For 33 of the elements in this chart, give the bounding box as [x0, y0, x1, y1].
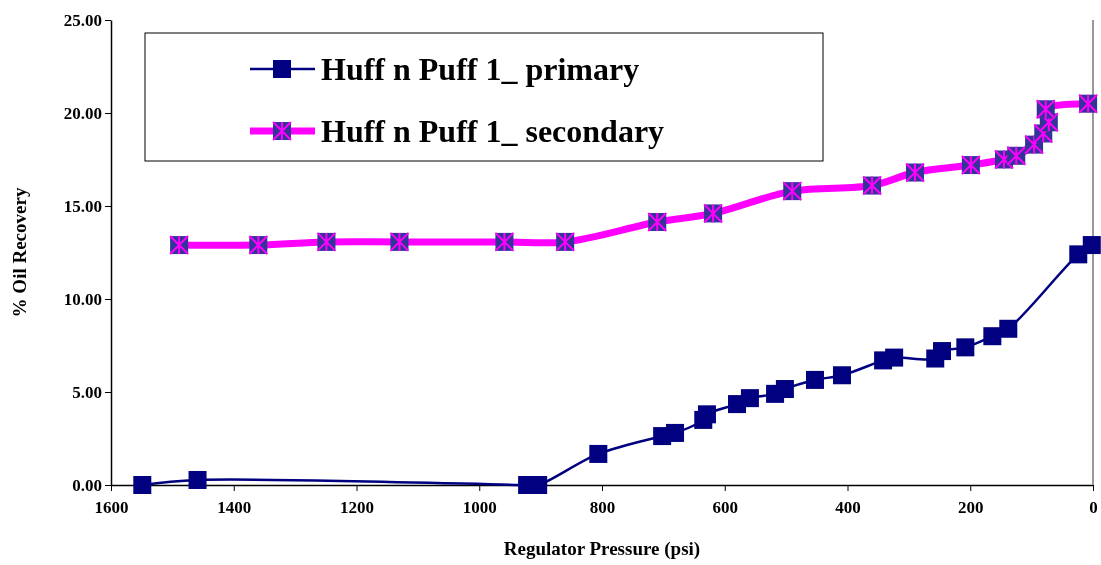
x-tick-label: 200	[958, 497, 984, 517]
y-tick-label: 5.00	[72, 382, 102, 402]
x-axis-title: Regulator Pressure (psi)	[503, 538, 701, 560]
point	[805, 370, 824, 389]
x-tick-label: 800	[589, 497, 616, 517]
point	[832, 366, 851, 385]
point	[740, 389, 759, 408]
legend-label: Huff n Puff 1_ secondary	[321, 113, 665, 149]
y-axis-title: % Oil Recovery	[9, 187, 30, 318]
x-tick-label: 400	[835, 497, 861, 517]
point	[133, 476, 152, 494]
point	[188, 470, 207, 489]
y-tick-label: 15.00	[63, 196, 102, 216]
point	[999, 319, 1018, 338]
y-tick-label: 20.00	[63, 103, 102, 123]
x-tick-label: 600	[712, 497, 738, 517]
legend-label: Huff n Puff 1_ primary	[321, 51, 640, 87]
x-tick-label: 1200	[340, 497, 374, 517]
point	[956, 338, 975, 357]
x-tick-label: 1400	[217, 497, 252, 517]
point	[885, 348, 904, 367]
y-tick-label: 0.00	[72, 475, 102, 495]
point	[589, 444, 608, 463]
point	[697, 405, 716, 424]
point	[775, 380, 794, 399]
x-tick-label: 0	[1089, 497, 1098, 517]
x-tick-label: 1600	[94, 497, 129, 517]
point	[666, 423, 685, 442]
y-tick-label: 25.00	[63, 10, 102, 30]
x-tick-label: 1000	[462, 497, 497, 517]
point	[983, 327, 1002, 346]
y-tick-label: 10.00	[63, 289, 102, 309]
point	[1082, 236, 1101, 255]
